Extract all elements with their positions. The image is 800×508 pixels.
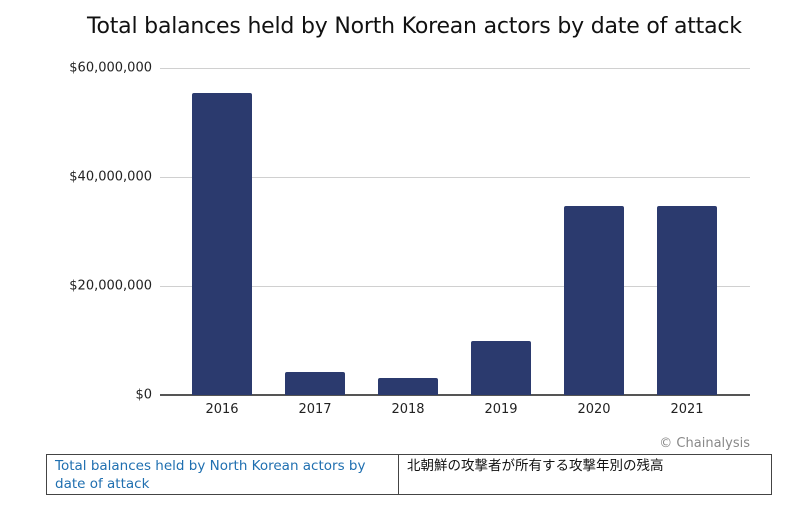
bar-2016 [192,93,252,395]
x-tick-label: 2020 [577,402,611,417]
caption-japanese: 北朝鮮の攻撃者が所有する攻撃年別の残高 [407,458,664,474]
x-axis-line [160,394,750,396]
y-tick-label: $40,000,000 [69,169,152,185]
bar-2021 [657,205,717,395]
caption-english: Total balances held by North Korean acto… [47,455,399,494]
credit-text: © Chainalysis [659,436,750,451]
y-tick-label: $20,000,000 [69,278,152,294]
x-tick-label: 2018 [391,402,425,417]
x-tick-label: 2019 [484,402,518,417]
y-tick-label: $0 [135,387,152,403]
x-tick-label: 2016 [205,402,239,417]
bar-2020 [564,205,624,395]
plot-area [160,68,750,396]
x-tick-label: 2021 [670,402,704,417]
caption-table: Total balances held by North Korean acto… [46,454,772,495]
y-tick-label: $60,000,000 [69,60,152,76]
gridline [160,286,750,287]
bar-2019 [471,341,531,395]
x-tick-label: 2017 [298,402,332,417]
chart-title-text: Total balances held by North Korean acto… [87,14,742,39]
bar-2018 [378,378,438,395]
gridline [160,68,750,69]
bar-2017 [285,372,345,395]
gridline [160,177,750,178]
